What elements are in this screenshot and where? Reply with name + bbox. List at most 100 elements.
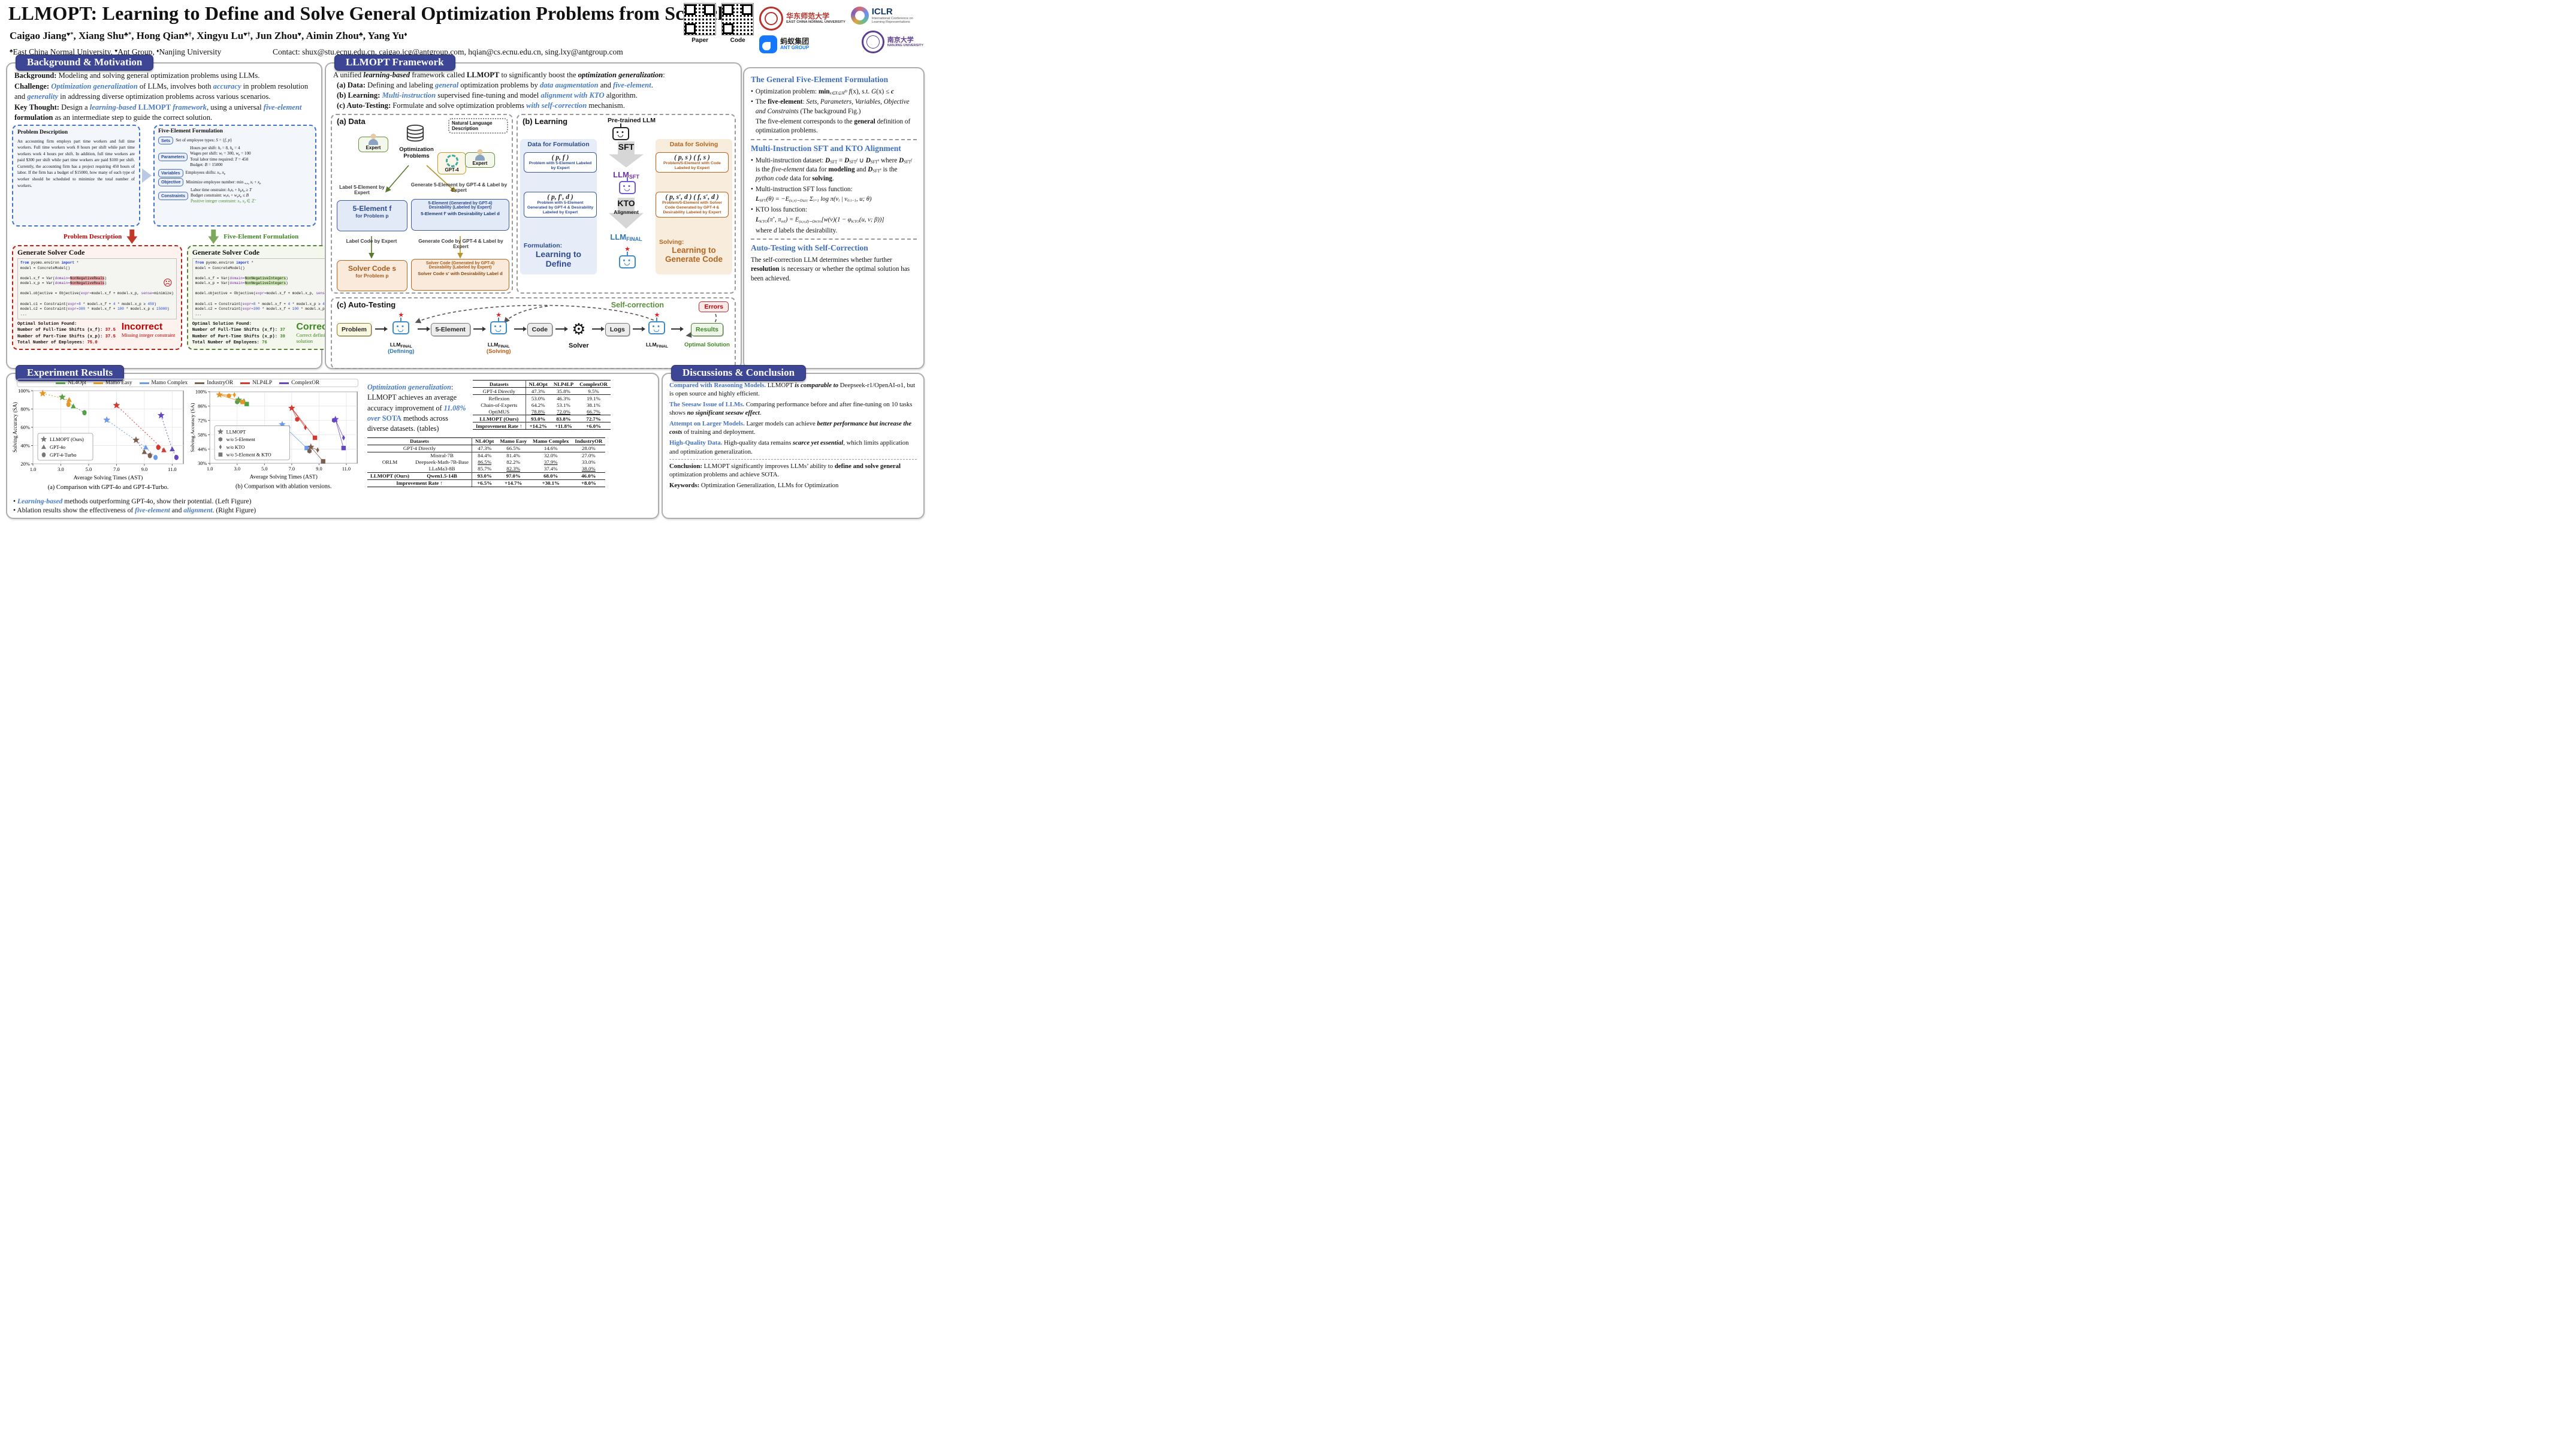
optimization-problem-bullet: • Optimization problem: minx∈X⊆ℝD f(x), s… bbox=[751, 87, 894, 96]
svg-text:Solving Accuracy (SA): Solving Accuracy (SA) bbox=[12, 402, 18, 452]
generate-5element-arrow-text: Generate 5-Element by GPT-4 & Label by E… bbox=[410, 181, 508, 194]
poster: LLMOPT: Learning to Define and Solve Gen… bbox=[0, 0, 927, 521]
natural-language-box: Natural Language Description bbox=[448, 117, 508, 134]
down-arrow-red-icon bbox=[126, 229, 138, 244]
svg-text:LLMOPT: LLMOPT bbox=[227, 429, 246, 434]
learning-panel-label: (b) Learning bbox=[523, 116, 568, 126]
background-text: Background: Modeling and solving general… bbox=[7, 64, 321, 122]
solver-output: Optimal Solution Found: Number of Full-Ti… bbox=[17, 322, 116, 346]
llm-sft-label: LLMSFT bbox=[613, 170, 639, 180]
section-background-motivation: Background & Motivation Background: Mode… bbox=[6, 55, 357, 369]
five-element-f-box: 5-Element f for Problem p bbox=[337, 200, 407, 231]
nju-logo: 南京大学 NANJING UNIVERSITY bbox=[861, 31, 923, 53]
flow-arrow-icon bbox=[514, 326, 527, 331]
svg-text:20%: 20% bbox=[20, 461, 30, 467]
pf-card: ( p, f ) Problem with 5-Element Labeled … bbox=[524, 152, 597, 173]
challenge-line: Challenge: Optimization generalization o… bbox=[14, 81, 309, 101]
legend-item: Mamo Easy bbox=[93, 380, 132, 386]
five-element-diagram: Problem Description An accounting firm e… bbox=[12, 125, 316, 227]
code-box-title: Generate Solver Code bbox=[192, 248, 260, 257]
iclr-name: ICLR bbox=[871, 6, 893, 17]
svg-text:w/o 5-Element & KTO: w/o 5-Element & KTO bbox=[227, 452, 271, 457]
svg-text:80%: 80% bbox=[20, 406, 30, 412]
database-icon bbox=[406, 124, 424, 141]
data-point bbox=[341, 445, 346, 451]
data-point bbox=[66, 402, 71, 407]
sft-label: SFT bbox=[618, 141, 635, 152]
chart-comparison-gpt4: 1.0 3.0 5.0 7.0 9.0 11.0 20% 40% 60% 80% 100% Solvi… bbox=[12, 388, 184, 491]
svg-text:(a) Comparison with GPT-4o and: (a) Comparison with GPT-4o and GPT-4-Tur… bbox=[48, 484, 169, 491]
svg-text:1.0: 1.0 bbox=[30, 466, 37, 472]
section-llmopt-framework: LLMOPT Framework A unified learning-base… bbox=[325, 55, 742, 369]
discussion-item-reasoning-models: Compared with Reasoning Models. LLMOPT i… bbox=[669, 382, 916, 398]
auto-testing-panel: (c) Auto-Testing Self-correction Errors … bbox=[331, 297, 736, 369]
ecnu-name-en: EAST CHINA NORMAL UNIVERSITY bbox=[786, 20, 845, 25]
five-element-row: Sets Set of employee types: S = {f, p} bbox=[158, 136, 312, 145]
keywords-line: Keywords: Optimization Generalization, L… bbox=[669, 481, 839, 489]
learning-panel: (b) Learning Pre-trained LLM Data for Fo… bbox=[517, 113, 736, 294]
labeled-by-expert-label: Desirability (Labeled by Expert) bbox=[428, 205, 492, 210]
page-title: LLMOPT: Learning to Define and Solve Gen… bbox=[8, 2, 729, 24]
element-tag: Constraints bbox=[158, 192, 188, 200]
self-correction-label: Self-correction bbox=[611, 300, 664, 309]
solving-foot: Solving: Learning to Generate Code bbox=[659, 239, 729, 264]
key-thought-line: Key Thought: Design a learning-based LLM… bbox=[14, 102, 302, 122]
expert-box: Expert bbox=[358, 136, 388, 152]
ecnu-name-cn: 华东师范大学 bbox=[786, 12, 830, 21]
element-tag: Sets bbox=[158, 136, 174, 145]
flow-arrow-icon bbox=[418, 326, 431, 331]
expert-icon bbox=[475, 154, 485, 161]
optimization-problems-label: Optimization Problems bbox=[399, 146, 434, 159]
flow-arrow-icon bbox=[592, 326, 605, 331]
five-element-desirability-box: 5-Element (Generated by GPT-4) Desirabil… bbox=[411, 198, 509, 231]
discussion-item-data-quality: High-Quality Data. High-quality data rem… bbox=[669, 439, 909, 455]
svg-text:Average Solving Times (AST): Average Solving Times (AST) bbox=[74, 475, 143, 481]
data-point bbox=[170, 446, 175, 452]
section-experiment-results: Experiment Results NL4Opt Mamo Easy Mamo C… bbox=[6, 365, 659, 519]
data-point bbox=[132, 436, 140, 443]
svg-text:3.0: 3.0 bbox=[58, 466, 64, 472]
pf-caption: Problem with 5-Element Labeled by Expert bbox=[529, 161, 592, 170]
ps-math: ( p, s ) ( f, s ) bbox=[674, 153, 710, 161]
dataset-bullet: • Multi-instruction dataset: DSFT = DSFTf… bbox=[751, 156, 912, 183]
data-point bbox=[39, 390, 47, 397]
charts-area: NL4Opt Mamo Easy Mamo Complex IndustryOR NLP… bbox=[11, 379, 364, 515]
five-element-box: Five-Element Formulation Sets Set of empl… bbox=[153, 125, 316, 227]
qr-code-icon bbox=[721, 3, 754, 35]
divider bbox=[751, 138, 917, 140]
affiliations: ♣East China Normal University, ♥Ant Grou… bbox=[10, 47, 222, 56]
kto-arrow: KTO Alignment bbox=[609, 197, 644, 229]
intro-line-learning: (b) Learning: Multi-instruction supervis… bbox=[337, 91, 638, 100]
label-code-arrow-text: Label Code by Expert bbox=[346, 237, 397, 244]
solver-output: Optimal Solution Found: Number of Full-Ti… bbox=[192, 322, 285, 346]
learning-to-generate-code-label: Learning to Generate Code bbox=[665, 245, 723, 264]
five-element-paragraph: The five-element corresponds to the gene… bbox=[756, 117, 911, 135]
iclr-icon bbox=[850, 7, 869, 25]
desirability-label-line: 5-Element f′ with Desirability Label d bbox=[421, 210, 500, 216]
flow-box-results: Results bbox=[691, 322, 723, 336]
svg-text:(b) Comparison with ablation v: (b) Comparison with ablation versions. bbox=[235, 483, 332, 490]
ant-name-en: ANT GROUP bbox=[780, 45, 810, 51]
learning-to-define-label: Learning to Define bbox=[535, 249, 582, 268]
data-point bbox=[227, 393, 231, 399]
svg-text:30%: 30% bbox=[198, 461, 207, 466]
ps-card: ( p, s ) ( f, s ) Problem/5-Element with… bbox=[656, 152, 729, 173]
intro-line: A unified learning-based framework calle… bbox=[333, 71, 665, 79]
results-table: Datasets NL4Opt NLP4LP ComplexOR GPT-4 Direc… bbox=[473, 380, 611, 430]
desirability-label-line: Solver Code s′ with Desirability Label d bbox=[418, 270, 503, 276]
data-for-solving-title: Data for Solving bbox=[669, 140, 718, 148]
svg-text:GPT-4-Turbo: GPT-4-Turbo bbox=[50, 452, 77, 458]
datasets-legend: NL4Opt Mamo Easy Mamo Complex IndustryOR NLP… bbox=[17, 379, 358, 387]
flow-arrow-icon bbox=[671, 326, 684, 331]
llm-final-label: LLMFINAL bbox=[610, 232, 642, 242]
section-header: Experiment Results bbox=[16, 365, 125, 381]
qr-code-label: Code bbox=[730, 37, 745, 44]
five-element-row: Objective Minimize employee number: min x… bbox=[158, 178, 312, 186]
ecnu-logo: 华东师范大学 EAST CHINA NORMAL UNIVERSITY bbox=[759, 7, 845, 31]
alignment-label: Alignment bbox=[614, 209, 639, 215]
errors-box: Errors bbox=[699, 301, 729, 312]
flow-arrow-icon bbox=[633, 326, 646, 331]
legend-item: ComplexOR bbox=[279, 380, 319, 386]
section-discussions-conclusion: Discussions & Conclusion Compared with R… bbox=[662, 365, 925, 519]
pfd-math: ( p, f′, d ) bbox=[547, 193, 573, 201]
